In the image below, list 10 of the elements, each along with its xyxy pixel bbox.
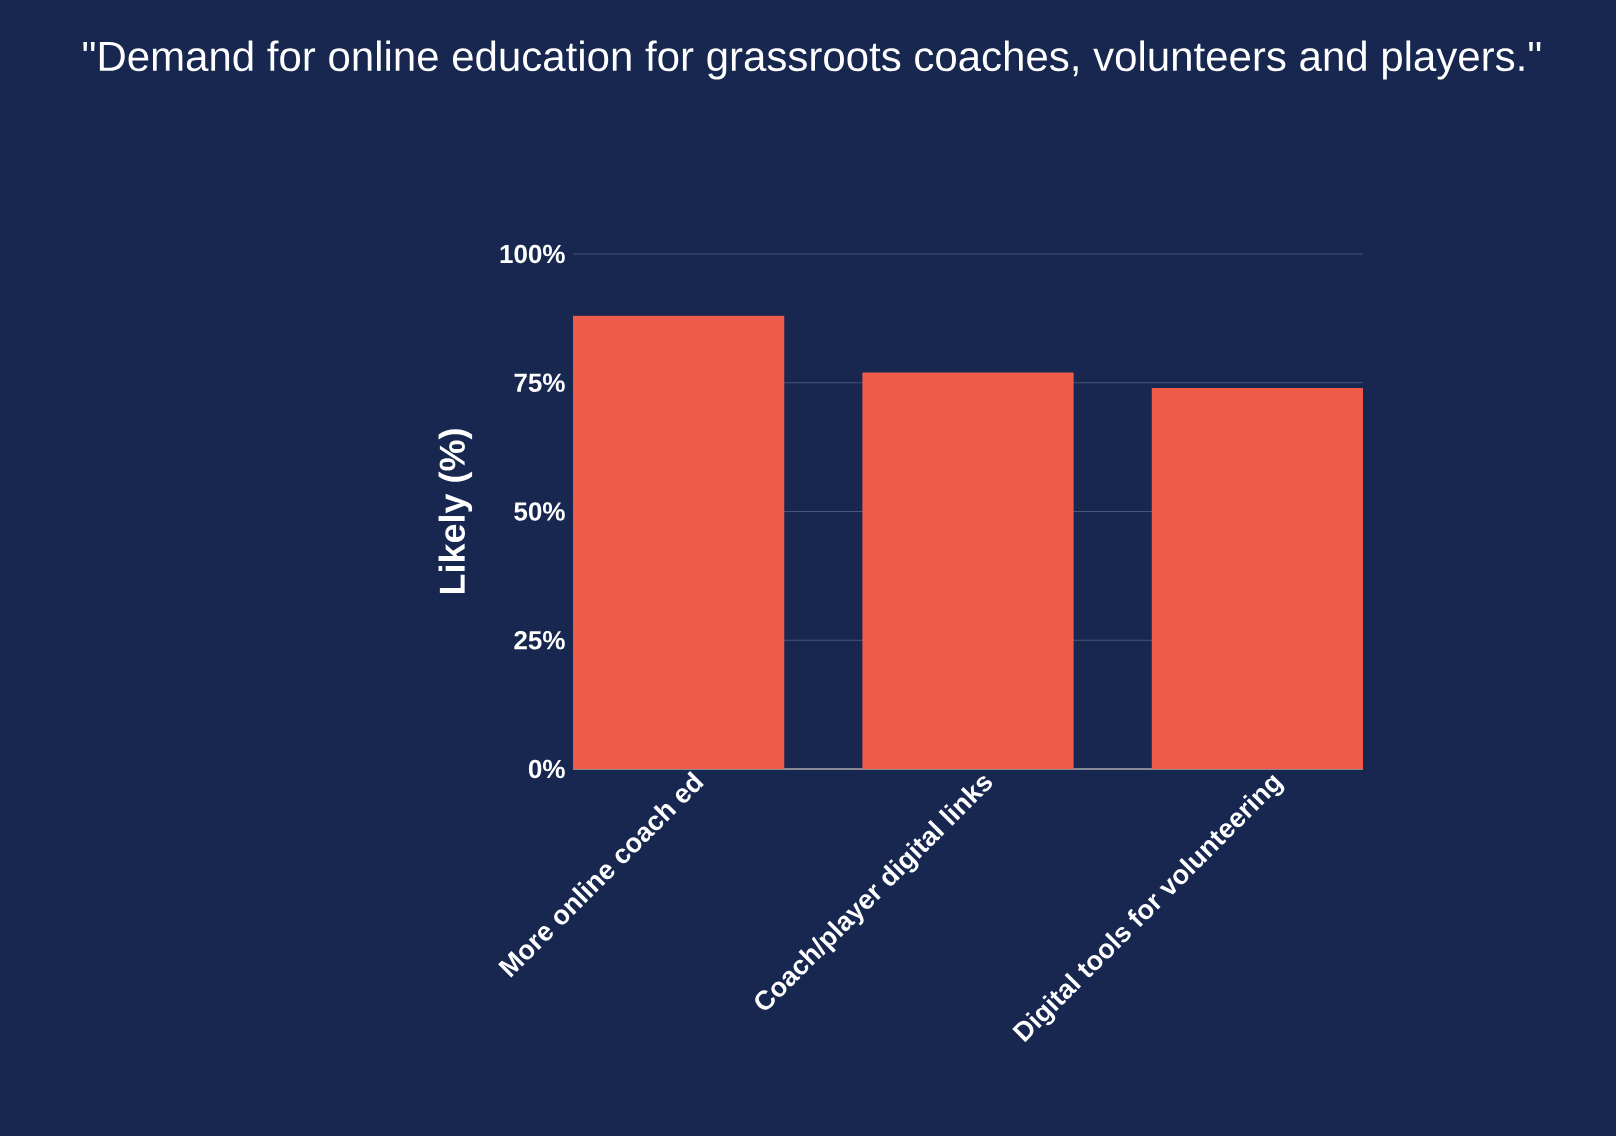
bar [862, 372, 1074, 769]
y-axis-title: Likely (%) [438, 429, 473, 594]
bar [573, 315, 785, 769]
y-tick-label: 50% [514, 502, 565, 521]
y-tick-label: 75% [514, 373, 565, 392]
y-tick-label: 25% [514, 631, 565, 650]
y-tick-label: 100% [500, 244, 565, 264]
chart-title: "Demand for online education for grassroots coaches, volunteers and players." [83, 40, 1541, 80]
y-tick-label: 0% [528, 759, 565, 779]
bar [1151, 387, 1364, 769]
